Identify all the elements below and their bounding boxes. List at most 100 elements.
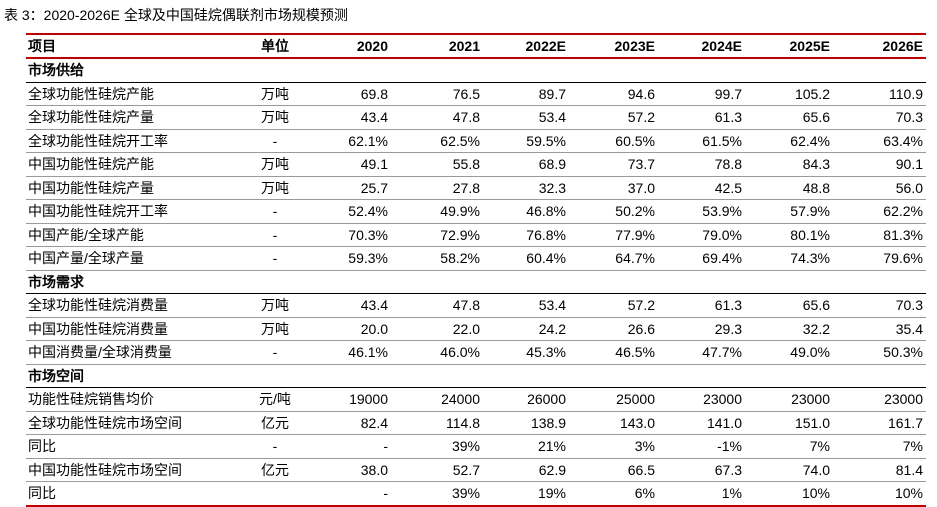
- row-value-cell: 37.0: [569, 176, 658, 200]
- row-value-cell: 47.8: [391, 293, 483, 318]
- row-value-cell: 114.8: [391, 411, 483, 435]
- table-row: 全球功能性硅烷开工率 -62.1% 62.5% 59.5% 60.5% 61.5% 62.4…: [26, 129, 926, 153]
- row-value-cell: 59.3%: [311, 246, 391, 271]
- row-value-cell: 81.3%: [833, 223, 926, 247]
- row-item-label: 同比: [26, 434, 239, 459]
- row-value-cell: 84.3: [745, 152, 833, 177]
- section-title: 市场需求: [26, 270, 926, 294]
- table-row: 全球功能性硅烷市场空间 亿元 82.4 114.8 138.9 143.0 141.0 151…: [26, 411, 926, 435]
- row-value-cell: 52.4%: [311, 199, 391, 224]
- row-unit: 万吨: [239, 82, 311, 106]
- section-title: 市场空间: [26, 364, 926, 388]
- row-value-cell: 78.8: [658, 152, 745, 177]
- row-value-cell: 39%: [391, 481, 483, 507]
- row-value-cell: 110.9: [833, 82, 926, 106]
- row-item-label: 全球功能性硅烷市场空间: [26, 411, 239, 435]
- row-unit: 万吨: [239, 317, 311, 341]
- row-value-cell: 63.4%: [833, 129, 926, 153]
- row-value-cell: 49.0%: [745, 340, 833, 365]
- table-row: 中国功能性硅烷产量 万吨 25.7 27.8 32.3 37.0 42.5 48.8 56.0: [26, 176, 926, 200]
- row-item-label: 中国功能性硅烷产量: [26, 176, 239, 200]
- row-value-cell: 29.3: [658, 317, 745, 341]
- row-value-cell: 24.2: [483, 317, 569, 341]
- row-item-label: 全球功能性硅烷开工率: [26, 129, 239, 153]
- header-row: 项目 单位 2020 2021 2022E 2023E 2024E 2025E …: [26, 33, 926, 59]
- header-year: 2021: [391, 33, 483, 59]
- row-unit: 亿元: [239, 411, 311, 435]
- table-row: 同比 -39% 19% 6% 1% 10% 10%: [26, 481, 926, 507]
- row-value-cell: 79.0%: [658, 223, 745, 247]
- row-item-label: 中国功能性硅烷产能: [26, 152, 239, 177]
- row-unit: -: [239, 246, 311, 271]
- row-value-cell: 57.2: [569, 105, 658, 130]
- table-row: 中国功能性硅烷市场空间 亿元 38.0 52.7 62.9 66.5 67.3 74.0 81.…: [26, 458, 926, 482]
- row-value-cell: 48.8: [745, 176, 833, 200]
- row-value-cell: 47.8: [391, 105, 483, 130]
- row-unit: -: [239, 199, 311, 224]
- row-value-cell: 105.2: [745, 82, 833, 106]
- row-value-cell: 50.2%: [569, 199, 658, 224]
- row-value-cell: 69.4%: [658, 246, 745, 271]
- row-item-label: 中国产量/全球产量: [26, 246, 239, 271]
- row-unit: -: [239, 434, 311, 459]
- row-value-cell: 7%: [833, 434, 926, 459]
- header-year: 2024E: [658, 33, 745, 59]
- row-value-cell: 58.2%: [391, 246, 483, 271]
- table-body: 市场供给 全球功能性硅烷产能 万吨 69.8 76.5 89.7 94.6 99.7 105.2…: [26, 58, 926, 507]
- row-value-cell: 26.6: [569, 317, 658, 341]
- row-value-cell: 20.0: [311, 317, 391, 341]
- row-value-cell: 49.9%: [391, 199, 483, 224]
- row-value-cell: 65.6: [745, 105, 833, 130]
- row-unit: 万吨: [239, 105, 311, 130]
- row-value-cell: 59.5%: [483, 129, 569, 153]
- row-value-cell: 53.9%: [658, 199, 745, 224]
- row-value-cell: 143.0: [569, 411, 658, 435]
- table-row: 中国产能/全球产能 -70.3% 72.9% 76.8% 77.9% 79.0% 80.1%…: [26, 223, 926, 247]
- row-value-cell: -1%: [658, 434, 745, 459]
- row-unit: 万吨: [239, 176, 311, 200]
- row-value-cell: 23000: [745, 387, 833, 412]
- row-unit: 万吨: [239, 293, 311, 318]
- table-row: 同比 - -39% 21% 3% -1% 7% 7%: [26, 434, 926, 459]
- row-value-cell: 62.5%: [391, 129, 483, 153]
- row-value-cell: 46.8%: [483, 199, 569, 224]
- row-value-cell: 138.9: [483, 411, 569, 435]
- section-title: 市场供给: [26, 58, 926, 83]
- row-value-cell: 23000: [833, 387, 926, 412]
- row-item-label: 中国功能性硅烷消费量: [26, 317, 239, 341]
- row-unit: 万吨: [239, 152, 311, 177]
- row-value-cell: -: [311, 481, 391, 507]
- row-item-label: 全球功能性硅烷产量: [26, 105, 239, 130]
- row-item-label: 功能性硅烷销售均价: [26, 387, 239, 412]
- row-value-cell: 46.0%: [391, 340, 483, 365]
- row-value-cell: 61.3: [658, 105, 745, 130]
- row-value-cell: 65.6: [745, 293, 833, 318]
- row-value-cell: 68.9: [483, 152, 569, 177]
- table-row: 中国功能性硅烷产能 万吨 49.1 55.8 68.9 73.7 78.8 84.3 90.1: [26, 152, 926, 177]
- row-value-cell: 70.3%: [311, 223, 391, 247]
- header-year: 2023E: [569, 33, 658, 59]
- row-value-cell: 73.7: [569, 152, 658, 177]
- row-value-cell: 60.4%: [483, 246, 569, 271]
- row-value-cell: 39%: [391, 434, 483, 459]
- header-item: 项目: [26, 33, 239, 59]
- row-unit: 元/吨: [239, 387, 311, 412]
- row-value-cell: 52.7: [391, 458, 483, 482]
- row-value-cell: -: [311, 434, 391, 459]
- table-caption: 表 3：2020-2026E 全球及中国硅烷偶联剂市场规模预测: [4, 7, 348, 23]
- row-value-cell: 35.4: [833, 317, 926, 341]
- row-value-cell: 25.7: [311, 176, 391, 200]
- row-value-cell: 62.2%: [833, 199, 926, 224]
- header-year: 2025E: [745, 33, 833, 59]
- row-value-cell: 74.3%: [745, 246, 833, 271]
- row-value-cell: 67.3: [658, 458, 745, 482]
- row-value-cell: 22.0: [391, 317, 483, 341]
- section-row: 市场空间: [26, 364, 926, 388]
- row-value-cell: 25000: [569, 387, 658, 412]
- row-value-cell: 7%: [745, 434, 833, 459]
- market-forecast-table: 项目 单位 2020 2021 2022E 2023E 2024E 2025E …: [26, 33, 926, 507]
- row-value-cell: 27.8: [391, 176, 483, 200]
- row-value-cell: 60.5%: [569, 129, 658, 153]
- header-year: 2022E: [483, 33, 569, 59]
- row-unit: 亿元: [239, 458, 311, 482]
